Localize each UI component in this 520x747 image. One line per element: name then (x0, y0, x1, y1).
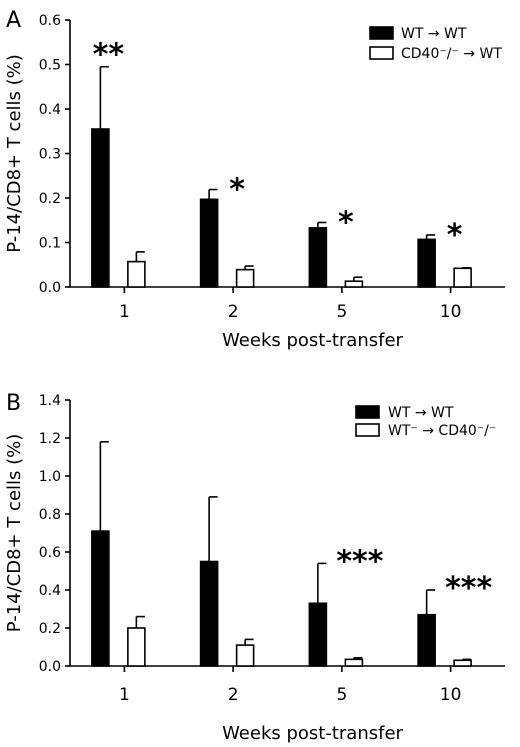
legend-swatch (355, 405, 380, 419)
y-tick-label: 0.6 (39, 13, 61, 29)
y-tick-label: 1.4 (39, 393, 61, 409)
y-axis-title: P-14/CD8+ T cells (%) (4, 54, 25, 253)
legend-label: WT → WT (388, 405, 454, 421)
significance-marker: ** (93, 38, 125, 73)
panel-label: A (6, 8, 21, 33)
significance-marker: * (338, 205, 354, 240)
y-tick-label: 0.1 (39, 236, 61, 252)
bar-wt-wt-week-5 (308, 227, 328, 288)
bar-cd40-week-1 (127, 260, 146, 288)
bar-cd40-week-2 (235, 644, 255, 667)
y-tick-label: 0.4 (39, 583, 61, 599)
legend-label: WT⁻ → CD40⁻/⁻ (388, 423, 496, 439)
significance-marker: * (447, 218, 463, 253)
significance-marker: *** (336, 544, 383, 579)
y-tick-label: 0.2 (39, 191, 61, 207)
bar-wt-wt-week-1 (91, 530, 110, 667)
legend-swatch (355, 423, 380, 437)
legend-label: CD40⁻/⁻ → WT (401, 46, 502, 62)
chart-panel-B: B 0.0 0.2 0.4 0.6 0.8 1.0 1.2 1.4 1 2 5 *** 10 *** Week… (4, 391, 505, 744)
y-tick-label: 0.0 (39, 659, 61, 675)
x-tick-label: 5 (336, 685, 347, 705)
y-tick-label: 0.4 (39, 102, 61, 118)
x-tick-label: 2 (228, 302, 239, 322)
significance-marker: *** (445, 571, 492, 606)
bar-wt-wt-week-10 (417, 238, 436, 288)
legend-swatch (369, 46, 394, 60)
legend-label: WT → WT (401, 26, 467, 42)
x-tick-label: 1 (119, 302, 130, 322)
x-tick-label: 10 (440, 302, 462, 322)
chart-panel-A: A 0.0 0.1 0.2 0.3 0.4 0.5 0.6 1 ** 2 * 5 * 10 * Weeks po… (4, 8, 505, 351)
y-tick-label: 0.3 (39, 147, 61, 163)
y-tick-label: 0.6 (39, 545, 61, 561)
bar-wt-wt-week-1 (91, 128, 110, 288)
bar-cd40-week-1 (127, 627, 146, 667)
x-tick-label: 2 (228, 685, 239, 705)
y-tick-label: 0.8 (39, 507, 61, 523)
bar-cd40-week-5 (344, 658, 364, 667)
legend-swatch (369, 26, 394, 40)
x-tick-label: 10 (440, 685, 462, 705)
bar-cd40-week-5 (344, 280, 364, 288)
bar-wt-wt-week-2 (199, 198, 219, 288)
x-tick-label: 1 (119, 685, 130, 705)
bar-wt-wt-week-5 (308, 602, 328, 667)
y-tick-label: 0.5 (39, 58, 61, 74)
panel-label: B (6, 391, 21, 416)
y-axis-title: P-14/CD8+ T cells (%) (4, 434, 25, 633)
y-tick-label: 0.2 (39, 621, 61, 637)
bar-cd40-week-10 (453, 267, 472, 288)
x-axis-title: Weeks post-transfer (222, 723, 403, 744)
significance-marker: * (229, 173, 245, 208)
y-tick-label: 1.0 (39, 469, 61, 485)
x-axis-title: Weeks post-transfer (222, 330, 403, 351)
x-tick-label: 5 (336, 302, 347, 322)
bar-wt-wt-week-2 (199, 560, 219, 667)
bar-wt-wt-week-10 (417, 613, 436, 667)
y-tick-label: 1.2 (39, 431, 61, 447)
y-tick-label: 0.0 (39, 280, 61, 296)
bar-cd40-week-2 (235, 268, 255, 288)
bar-cd40-week-10 (453, 659, 472, 667)
